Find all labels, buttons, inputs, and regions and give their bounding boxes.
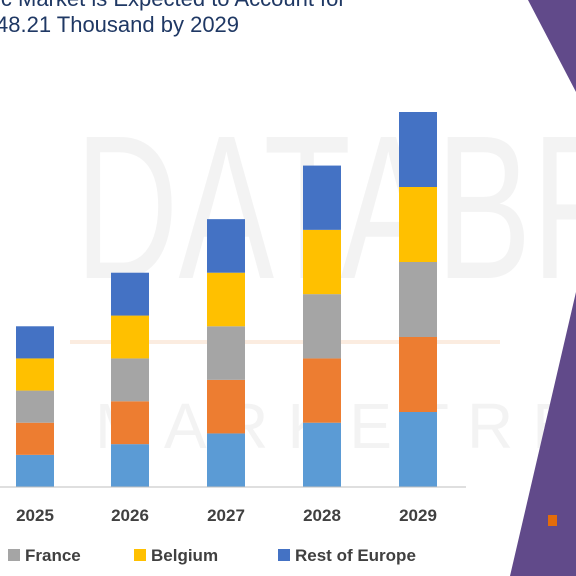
purple-band-bottom (510, 292, 576, 576)
bar-segment-2026-series-1 (111, 444, 149, 487)
bar-segment-2028-series-4 (303, 229, 341, 295)
legend-swatch-rest-of-europe (278, 549, 290, 561)
bar-segment-2029-series-5 (399, 112, 437, 187)
bar-segment-2026-series-2 (111, 401, 149, 445)
bar-segment-2026-series-4 (111, 315, 149, 359)
x-tick-label-2025: 2025 (16, 506, 54, 525)
legend-label-belgium: Belgium (151, 546, 218, 565)
bar-segment-2027-series-5 (207, 219, 245, 273)
legend-swatch-belgium (134, 549, 146, 561)
bar-segment-2027-series-4 (207, 272, 245, 327)
bar-segment-2025-series-3 (16, 390, 54, 423)
bar-segment-2027-series-2 (207, 379, 245, 434)
bar-segment-2025-series-2 (16, 422, 54, 455)
orange-accent-mark (548, 515, 557, 526)
bar-segment-2027-series-3 (207, 326, 245, 380)
chart-title-line-2: 48.21 Thousand by 2029 (0, 12, 240, 37)
bar-segment-2026-series-5 (111, 272, 149, 316)
bar-segment-2029-series-2 (399, 337, 437, 412)
bar-segment-2025-series-1 (16, 454, 54, 487)
bar-segment-2028-series-2 (303, 358, 341, 423)
purple-band-top (528, 0, 576, 92)
legend-swatch-france (8, 549, 20, 561)
bar-segment-2026-series-3 (111, 358, 149, 402)
x-tick-label-2027: 2027 (207, 506, 245, 525)
chart-title-line-1: ic Market is Expected to Account for (0, 0, 346, 12)
bar-segment-2029-series-1 (399, 412, 437, 487)
bar-segment-2029-series-3 (399, 262, 437, 337)
x-tick-label-2026: 2026 (111, 506, 149, 525)
x-tick-label-2029: 2029 (399, 506, 437, 525)
bar-segment-2027-series-1 (207, 433, 245, 487)
bar-segment-2025-series-5 (16, 326, 54, 359)
legend-label-france: France (25, 546, 81, 565)
bar-segment-2028-series-5 (303, 165, 341, 230)
x-axis-tick-labels: 2025 2026 2027 2028 2029 (16, 506, 437, 525)
bar-segment-2029-series-4 (399, 187, 437, 262)
bar-segment-2028-series-1 (303, 422, 341, 487)
legend-label-rest-of-europe: Rest of Europe (295, 546, 416, 565)
bar-segment-2025-series-4 (16, 358, 54, 391)
x-tick-label-2028: 2028 (303, 506, 341, 525)
bar-segment-2028-series-3 (303, 294, 341, 359)
bar-series-group (16, 112, 437, 487)
legend: France Belgium Rest of Europe (8, 546, 416, 565)
